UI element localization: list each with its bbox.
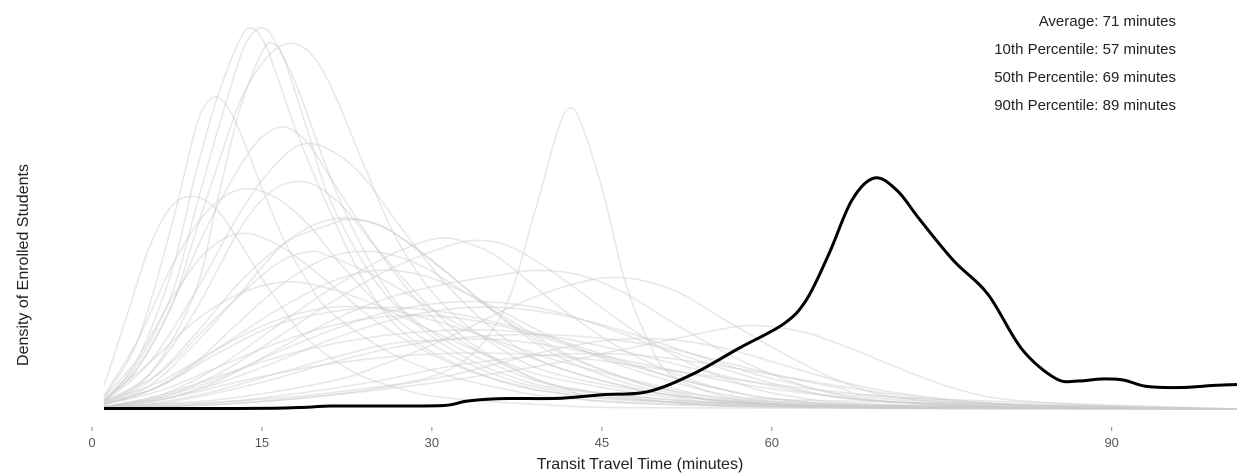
background-density-line-23: [103, 180, 1238, 410]
background-density-line-21: [103, 314, 1238, 410]
p90-annotation: 90th Percentile: 89 minutes: [994, 97, 1176, 114]
highlight-series-group: [104, 176, 1238, 411]
average-annotation: Average: 71 minutes: [1039, 13, 1176, 30]
x-tick-label: 45: [595, 435, 609, 450]
background-density-line-20: [103, 187, 1238, 410]
background-series-group: [103, 26, 1238, 410]
y-axis-title: Density of Enrolled Students: [15, 164, 32, 366]
x-tick-label: 30: [425, 435, 439, 450]
background-density-line-16: [103, 306, 1238, 410]
background-density-line-24: [103, 217, 1238, 410]
background-density-line-7: [103, 218, 1238, 410]
statistics-annotations: Average: 71 minutes 10th Percentile: 57 …: [994, 13, 1176, 114]
background-density-line-27: [103, 195, 1238, 410]
background-density-line-30: [103, 126, 1238, 410]
x-axis-title: Transit Travel Time (minutes): [537, 456, 744, 473]
background-density-line-2: [103, 27, 1238, 410]
background-density-line-8: [103, 237, 1238, 410]
background-density-line-1: [103, 26, 1238, 410]
background-density-line-4: [103, 96, 1238, 410]
background-density-line-9: [103, 239, 1238, 410]
background-density-line-14: [103, 269, 1238, 410]
x-axis: 0 15 30 45 60 90: [88, 427, 1119, 450]
x-tick-label: 0: [88, 435, 95, 450]
background-density-line-29: [103, 337, 1238, 410]
x-tick-label: 90: [1104, 435, 1118, 450]
x-tick-label: 60: [765, 435, 779, 450]
p50-annotation: 50th Percentile: 69 minutes: [994, 69, 1176, 86]
background-density-line-15: [103, 250, 1238, 410]
background-density-line-10: [103, 269, 1238, 410]
background-density-line-25: [103, 300, 1238, 410]
background-density-line-26: [103, 352, 1238, 410]
background-density-line-32: [103, 306, 1238, 410]
background-density-line-28: [103, 305, 1238, 410]
background-density-line-17: [103, 328, 1238, 410]
background-density-line-6: [103, 142, 1238, 410]
background-density-line-19: [103, 338, 1238, 410]
background-density-line-13: [103, 324, 1238, 410]
background-density-line-12: [103, 276, 1238, 410]
background-density-line-3: [103, 42, 1238, 410]
highlight-density-line: [104, 176, 1238, 411]
p10-annotation: 10th Percentile: 57 minutes: [994, 41, 1176, 58]
plot-area: [103, 26, 1238, 411]
x-tick-label: 15: [255, 435, 269, 450]
background-density-line-5: [103, 41, 1238, 410]
background-density-line-34: [103, 333, 1238, 410]
background-density-line-11: [103, 107, 1238, 410]
background-density-line-22: [103, 352, 1238, 410]
background-density-line-33: [103, 232, 1238, 410]
background-density-line-31: [103, 250, 1238, 410]
background-density-line-18: [103, 281, 1238, 410]
